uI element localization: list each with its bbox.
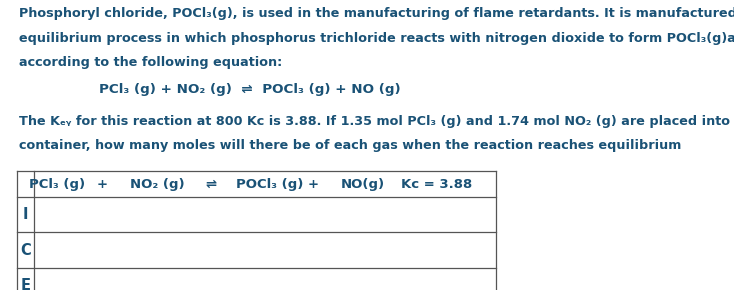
Text: NO(g): NO(g) [341, 177, 385, 191]
Text: Kᴄ = 3.88: Kᴄ = 3.88 [401, 177, 472, 191]
Text: I: I [23, 207, 29, 222]
Text: according to the following equation:: according to the following equation: [19, 57, 282, 69]
Text: The Kₑᵧ for this reaction at 800 Kᴄ is 3.88. If 1.35 mol PCl₃ (g) and 1.74 mol N: The Kₑᵧ for this reaction at 800 Kᴄ is 3… [19, 115, 734, 128]
Text: E: E [21, 278, 31, 290]
Text: PCl₃ (g) + NO₂ (g)  ⇌  POCl₃ (g) + NO (g): PCl₃ (g) + NO₂ (g) ⇌ POCl₃ (g) + NO (g) [98, 83, 400, 96]
Text: ⇌: ⇌ [206, 177, 217, 191]
Text: PCl₃ (g): PCl₃ (g) [29, 177, 85, 191]
Text: NO₂ (g): NO₂ (g) [130, 177, 184, 191]
Text: equilibrium process in which phosphorus trichloride reacts with nitrogen dioxide: equilibrium process in which phosphorus … [19, 32, 734, 45]
Text: container, how many moles will there be of each gas when the reaction reaches eq: container, how many moles will there be … [19, 139, 681, 152]
Text: POCl₃ (g): POCl₃ (g) [236, 177, 303, 191]
Text: C: C [21, 243, 31, 258]
Text: +: + [308, 177, 319, 191]
Text: Phosphoryl chloride, POCl₃(g), is used in the manufacturing of flame retardants.: Phosphoryl chloride, POCl₃(g), is used i… [19, 7, 734, 20]
Text: +: + [97, 177, 108, 191]
